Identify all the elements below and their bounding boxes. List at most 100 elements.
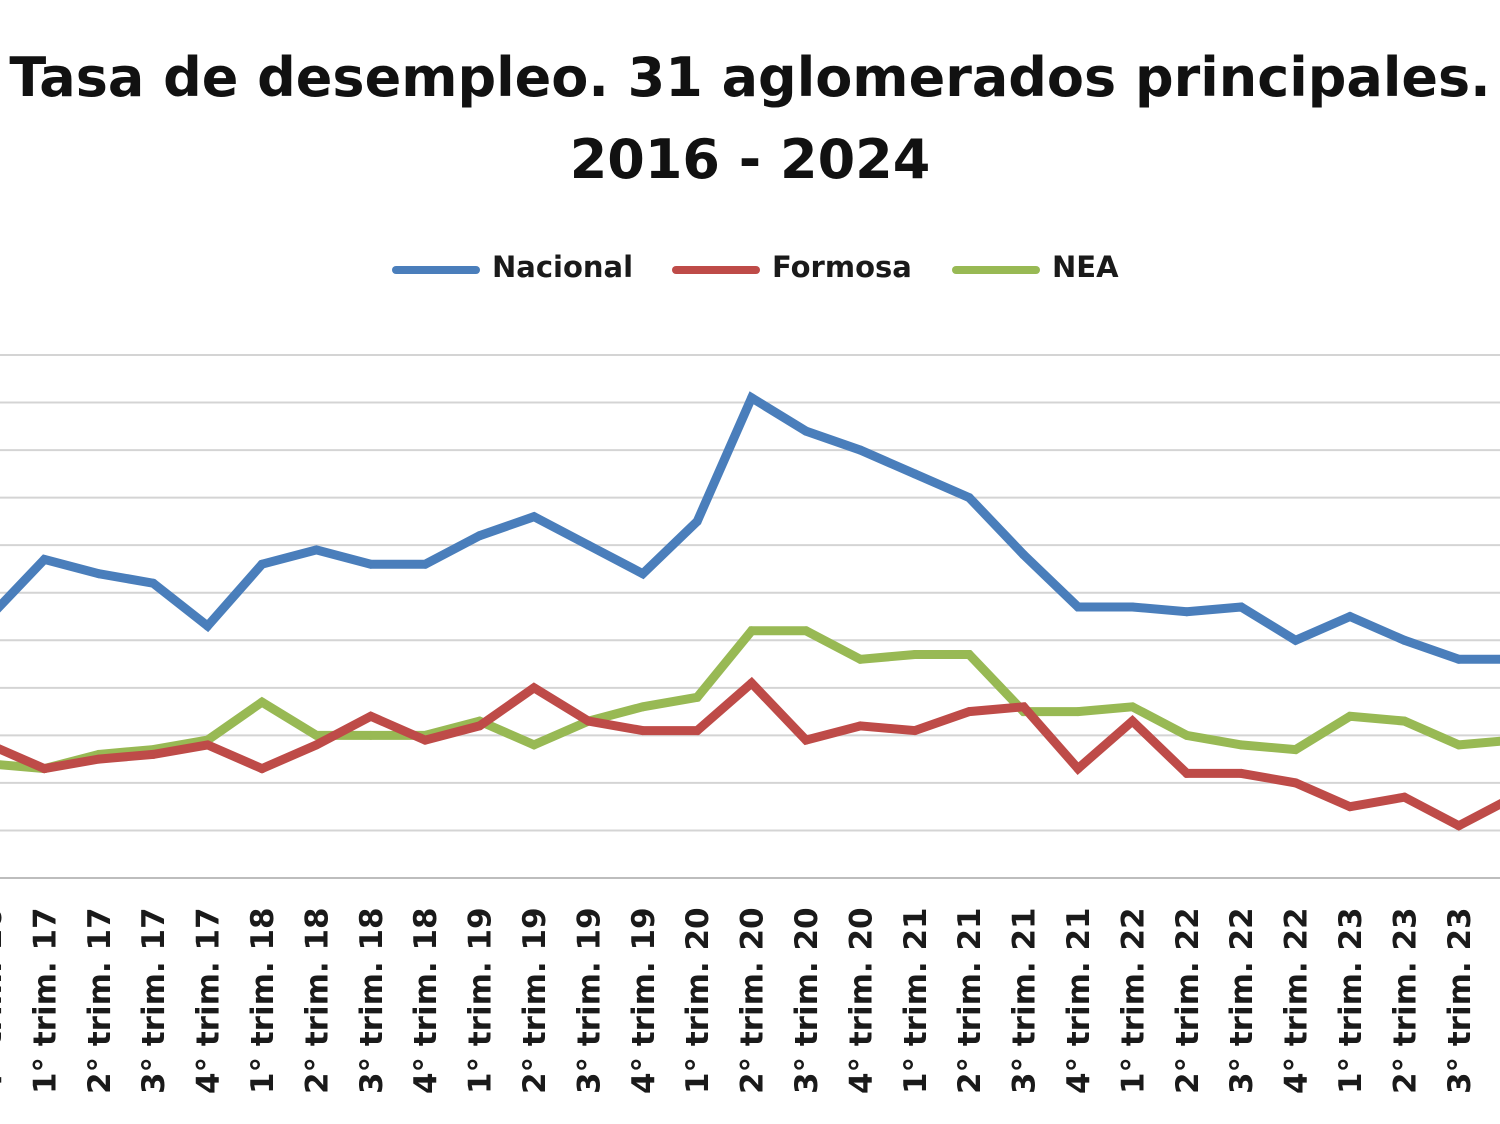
data-point [801, 426, 811, 436]
data-point [1454, 740, 1464, 750]
x-tick-label: 2° trim. 18 [299, 907, 335, 1094]
x-tick-label: 2° trim. 17 [82, 907, 118, 1094]
x-tick-label: 3° trim. 21 [1007, 907, 1043, 1094]
data-point [1345, 612, 1355, 621]
series-points-formosa [39, 678, 1464, 831]
x-tick-label: 1° trim. 18 [245, 907, 281, 1094]
data-point [1182, 768, 1192, 778]
data-point [475, 721, 485, 731]
data-point [420, 735, 430, 745]
x-tick-label: 2° trim. 23 [1387, 907, 1423, 1094]
data-point [1236, 602, 1246, 612]
data-point [1399, 716, 1409, 726]
x-tick-label: 2° trim. 19 [517, 907, 553, 1094]
series-line-formosa [0, 676, 1500, 831]
x-tick-label: 1° trim. 22 [1115, 907, 1151, 1094]
x-tick-label: 2° trim. 21 [952, 907, 988, 1094]
x-tick-label: 1° trim. 23 [1333, 907, 1369, 1094]
data-point [148, 578, 158, 588]
x-tick-label: 1° trim. 20 [680, 907, 716, 1094]
data-point [638, 702, 648, 712]
x-tick-label: 4° trim. 16 [0, 907, 9, 1094]
data-point [964, 650, 974, 660]
data-point [692, 516, 702, 526]
x-tick-label: 1° trim. 17 [27, 907, 63, 1094]
x-tick-label: 3° trim. 17 [136, 907, 172, 1094]
data-point [1182, 607, 1192, 617]
data-point [964, 493, 974, 503]
x-tick-label: 4° trim. 23 [1496, 907, 1500, 1094]
x-tick-label: 3° trim. 19 [571, 907, 607, 1094]
series-line-nacional [0, 391, 1500, 664]
data-point [855, 445, 865, 455]
data-point [203, 621, 213, 631]
legend-label-nacional: Nacional [492, 250, 634, 284]
data-point [692, 692, 702, 702]
x-tick-label: 4° trim. 20 [843, 907, 879, 1094]
data-point [583, 540, 593, 550]
data-point [1236, 768, 1246, 778]
x-tick-label: 3° trim. 23 [1442, 907, 1478, 1094]
x-tick-label: 4° trim. 22 [1279, 907, 1315, 1094]
x-tick-label: 2° trim. 20 [735, 907, 771, 1094]
data-point [801, 735, 811, 745]
data-point [964, 707, 974, 717]
data-point [257, 559, 267, 569]
legend-swatch-nea [952, 266, 1040, 274]
x-tick-label: 3° trim. 18 [354, 907, 390, 1094]
data-point [1291, 778, 1301, 788]
data-point [692, 726, 702, 736]
series-points-nacional [39, 393, 1464, 664]
data-point [1399, 635, 1409, 645]
data-point [583, 716, 593, 726]
data-point [1454, 654, 1464, 664]
chart-title: Tasa de desempleo. 31 aglomerados princi… [9, 46, 1491, 109]
x-tick-label: 4° trim. 21 [1061, 907, 1097, 1094]
x-tick-label: 4° trim. 17 [191, 907, 227, 1094]
data-point [366, 730, 376, 740]
data-point [638, 726, 648, 736]
data-point [1291, 745, 1301, 755]
data-point [1127, 602, 1137, 612]
data-point [366, 711, 376, 721]
legend-swatch-formosa [672, 266, 760, 274]
data-point [1236, 740, 1246, 750]
gridlines [0, 354, 1500, 832]
x-tick-label: 4° trim. 18 [408, 907, 444, 1094]
data-point [39, 764, 49, 774]
data-point [1454, 821, 1464, 831]
data-point [1127, 716, 1137, 726]
data-point [1073, 602, 1083, 612]
data-point [638, 569, 648, 579]
data-point [855, 654, 865, 664]
data-point [94, 569, 104, 579]
data-point [39, 554, 49, 564]
x-tick-label: 3° trim. 20 [789, 907, 825, 1094]
data-point [529, 512, 539, 522]
data-point [420, 559, 430, 569]
data-point [747, 678, 757, 688]
data-point [910, 726, 920, 736]
x-tick-label: 3° trim. 22 [1224, 907, 1260, 1094]
data-point [910, 469, 920, 479]
data-point [311, 545, 321, 555]
x-tick-label: 4° trim. 19 [626, 907, 662, 1094]
data-point [529, 740, 539, 750]
data-point [801, 626, 811, 636]
data-point [257, 697, 267, 707]
x-tick-labels: 4° trim. 16 1° trim. 17 2° trim. 17 3° trim… [0, 907, 1500, 1094]
x-tick-label: 2° trim. 22 [1170, 907, 1206, 1094]
data-point [1127, 702, 1137, 712]
data-point [148, 749, 158, 759]
data-point [910, 650, 920, 660]
data-point [1019, 550, 1029, 560]
legend-label-nea: NEA [1052, 250, 1119, 284]
data-point [1345, 711, 1355, 721]
data-point [366, 559, 376, 569]
data-point [1399, 792, 1409, 802]
data-point [1182, 730, 1192, 740]
data-point [855, 721, 865, 731]
data-point [1073, 707, 1083, 717]
